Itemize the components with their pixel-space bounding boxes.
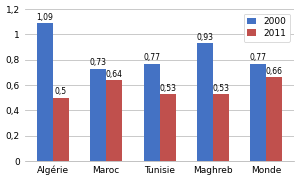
Bar [37,23,53,161]
Bar [266,77,282,161]
Text: 0,73: 0,73 [90,58,107,67]
Bar [90,69,106,161]
Bar [213,94,229,161]
Text: 0,53: 0,53 [212,84,230,93]
Bar [197,43,213,161]
Bar [106,80,122,161]
Text: 0,5: 0,5 [55,87,67,96]
Text: 0,77: 0,77 [143,53,160,62]
Bar [250,64,266,161]
Text: 0,77: 0,77 [250,53,267,62]
Text: 1,09: 1,09 [37,13,53,22]
Text: 0,53: 0,53 [159,84,176,93]
Bar [144,64,160,161]
Bar [53,98,69,161]
Text: 0,66: 0,66 [266,67,283,76]
Legend: 2000, 2011: 2000, 2011 [244,14,290,41]
Bar [160,94,176,161]
Text: 0,93: 0,93 [196,33,213,42]
Text: 0,64: 0,64 [106,70,123,79]
